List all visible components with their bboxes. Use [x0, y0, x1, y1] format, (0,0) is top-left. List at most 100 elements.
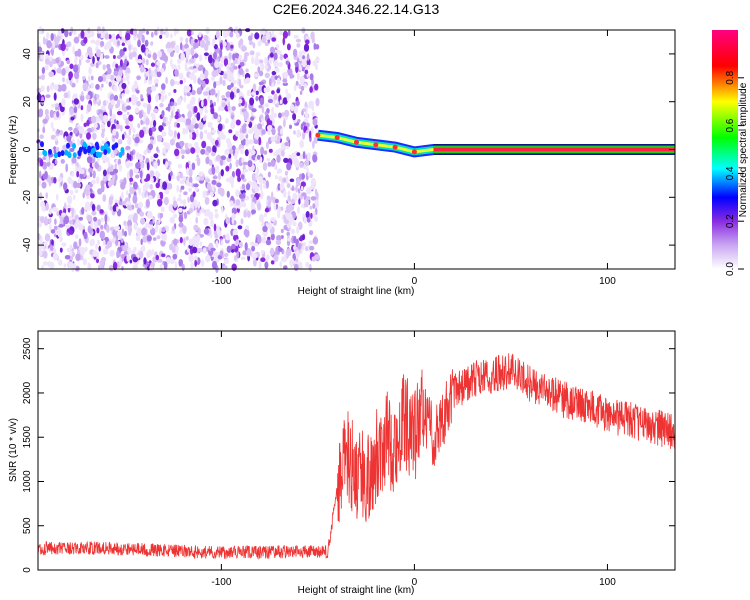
- noise-point: [268, 57, 272, 66]
- noise-point: [189, 163, 192, 170]
- noise-point: [81, 91, 84, 97]
- noise-point: [100, 180, 105, 187]
- noise-point: [48, 217, 52, 224]
- noise-point: [94, 40, 100, 46]
- noise-point: [109, 205, 113, 211]
- noise-point: [73, 180, 78, 189]
- noise-point: [225, 91, 231, 98]
- noise-point: [226, 190, 230, 198]
- noise-point: [52, 146, 57, 154]
- noise-point: [159, 263, 163, 271]
- noise-point: [199, 73, 205, 81]
- noise-point: [148, 74, 152, 81]
- noise-point: [283, 190, 287, 198]
- noise-point: [66, 41, 72, 48]
- noise-point: [217, 123, 223, 132]
- noise-point: [293, 35, 297, 39]
- noise-point: [171, 230, 176, 235]
- noise-point: [101, 131, 105, 138]
- noise-point: [112, 261, 118, 271]
- noise-point: [86, 132, 91, 140]
- noise-point: [165, 256, 171, 264]
- noise-point: [267, 95, 273, 100]
- noise-point: [143, 112, 147, 119]
- noise-point: [180, 52, 186, 61]
- noise-point: [305, 245, 309, 252]
- noise-point: [61, 242, 67, 247]
- noise-point: [124, 88, 128, 94]
- noise-point: [243, 110, 249, 120]
- noise-point: [284, 141, 290, 147]
- noise-point: [292, 113, 297, 121]
- noise-point: [44, 233, 51, 242]
- noise-point: [69, 31, 72, 37]
- noise-point: [140, 238, 143, 245]
- noise-point: [125, 117, 129, 126]
- noise-point: [276, 168, 283, 174]
- noise-point: [296, 225, 300, 234]
- noise-point: [46, 32, 50, 40]
- noise-point: [256, 130, 262, 136]
- noise-point: [286, 183, 291, 189]
- noise-point: [185, 126, 189, 135]
- noise-point: [95, 83, 100, 90]
- noise-point: [214, 208, 218, 213]
- noise-point: [176, 122, 181, 128]
- noise-point: [314, 83, 319, 91]
- noise-point: [116, 99, 121, 108]
- noise-point: [263, 150, 268, 155]
- noise-point: [133, 246, 137, 252]
- noise-point: [286, 93, 292, 100]
- noise-point: [168, 129, 174, 137]
- noise-point: [300, 123, 304, 131]
- noise-point: [114, 119, 117, 124]
- weak-tone-point: [106, 147, 111, 154]
- noise-point: [231, 207, 238, 215]
- noise-point: [64, 135, 67, 143]
- snr-xtick-label: 100: [599, 577, 616, 588]
- noise-point: [260, 146, 265, 155]
- noise-point: [257, 123, 263, 130]
- noise-point: [226, 245, 232, 253]
- noise-point: [39, 134, 44, 140]
- noise-point: [203, 228, 210, 235]
- noise-point: [79, 246, 86, 256]
- noise-point: [259, 183, 263, 192]
- noise-point: [267, 127, 271, 136]
- noise-point: [179, 80, 183, 85]
- noise-point: [42, 161, 48, 170]
- noise-point: [310, 196, 317, 201]
- noise-point: [140, 119, 143, 126]
- noise-point: [127, 149, 132, 154]
- noise-point: [82, 258, 88, 266]
- noise-point: [129, 259, 133, 264]
- noise-point: [114, 163, 117, 169]
- noise-point: [238, 68, 244, 75]
- noise-point: [211, 166, 216, 175]
- noise-point: [57, 228, 61, 233]
- noise-point: [270, 260, 275, 265]
- noise-point: [106, 240, 113, 248]
- noise-point: [311, 36, 315, 44]
- noise-point: [220, 240, 224, 246]
- noise-point: [67, 204, 71, 209]
- noise-point: [260, 190, 264, 200]
- noise-point: [313, 43, 317, 50]
- noise-point: [191, 117, 196, 126]
- noise-point: [181, 155, 185, 159]
- noise-point: [66, 59, 71, 65]
- noise-point: [185, 118, 192, 126]
- noise-point: [216, 68, 219, 77]
- noise-point: [80, 105, 84, 111]
- noise-point: [86, 156, 93, 164]
- noise-point: [54, 84, 59, 91]
- noise-point: [102, 248, 109, 255]
- noise-point: [106, 40, 112, 50]
- noise-point: [241, 125, 247, 134]
- snr-ytick-label: 2000: [22, 381, 33, 404]
- noise-point: [243, 228, 248, 237]
- track-peak-point: [354, 139, 359, 145]
- noise-point: [276, 50, 282, 55]
- noise-point: [138, 110, 143, 119]
- noise-point: [254, 32, 260, 40]
